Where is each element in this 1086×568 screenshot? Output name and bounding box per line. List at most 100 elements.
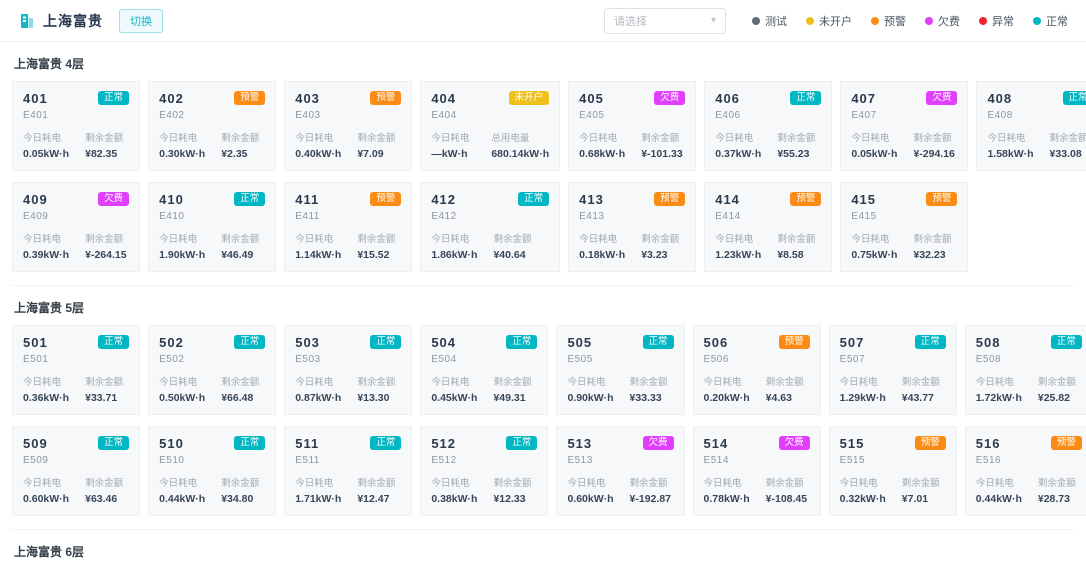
metric-label: 剩余金额 xyxy=(777,133,816,144)
meter-id: E506 xyxy=(703,354,729,365)
metric: 今日耗电 0.75kW·h xyxy=(851,231,897,261)
room-card[interactable]: 402 预警 E402 今日耗电 0.30kW·h 剩余金额 ¥2.35 xyxy=(148,81,277,171)
metric-label: 今日耗电 xyxy=(295,133,334,144)
metric: 今日耗电 0.60kW·h xyxy=(567,475,613,505)
filter-select[interactable]: 请选择 ▾ xyxy=(604,7,726,34)
metric-value: ¥12.47 xyxy=(357,493,390,505)
metric: 剩余金额 ¥25.82 xyxy=(1038,374,1082,404)
meter-id: E514 xyxy=(703,455,729,466)
room-number: 408 xyxy=(987,91,1013,106)
room-number: 512 xyxy=(431,436,457,451)
metric: 剩余金额 ¥-108.45 xyxy=(766,475,810,505)
metric-label: 剩余金额 xyxy=(357,377,396,388)
room-card[interactable]: 409 欠费 E409 今日耗电 0.39kW·h 剩余金额 ¥-264.15 xyxy=(12,182,141,272)
room-number: 406 xyxy=(715,91,740,106)
metric-value: 0.36kW·h xyxy=(23,392,70,404)
metric: 剩余金额 ¥33.33 xyxy=(630,374,674,404)
legend-label: 欠费 xyxy=(938,15,960,28)
room-card[interactable]: 403 预警 E403 今日耗电 0.40kW·h 剩余金额 ¥7.09 xyxy=(284,81,413,171)
header-bar: 上海富贵 切换 请选择 ▾ 测试 未开户 预警 欠费 异常 正常 xyxy=(0,0,1086,42)
room-card[interactable]: 507 正常 E507 今日耗电 1.29kW·h 剩余金额 ¥43.77 xyxy=(828,325,957,415)
status-badge: 欠费 xyxy=(98,192,130,207)
status-badge: 正常 xyxy=(98,91,130,106)
room-card[interactable]: 512 正常 E512 今日耗电 0.38kW·h 剩余金额 ¥12.33 xyxy=(420,426,549,516)
metric: 剩余金额 ¥46.49 xyxy=(221,231,265,261)
room-number: 501 xyxy=(23,335,48,350)
metric: 剩余金额 ¥12.33 xyxy=(493,475,537,505)
legend-label: 预警 xyxy=(884,15,906,28)
room-card[interactable]: 407 欠费 E407 今日耗电 0.05kW·h 剩余金额 ¥-294.16 xyxy=(840,81,969,171)
meter-id: E501 xyxy=(23,354,49,365)
room-card[interactable]: 504 正常 E504 今日耗电 0.45kW·h 剩余金额 ¥49.31 xyxy=(420,325,549,415)
metric-value: 0.60kW·h xyxy=(567,493,614,505)
room-card[interactable]: 503 正常 E503 今日耗电 0.87kW·h 剩余金额 ¥13.30 xyxy=(284,325,413,415)
metric-label: 今日耗电 xyxy=(431,234,470,245)
metric-label: 剩余金额 xyxy=(85,234,124,245)
metric-value: ¥33.08 xyxy=(1049,148,1082,160)
room-card[interactable]: 505 正常 E505 今日耗电 0.90kW·h 剩余金额 ¥33.33 xyxy=(556,325,685,415)
room-card[interactable]: 513 欠费 E513 今日耗电 0.60kW·h 剩余金额 ¥-192.87 xyxy=(556,426,685,516)
status-badge: 正常 xyxy=(98,436,130,451)
metric-label: 剩余金额 xyxy=(1049,133,1086,144)
metric-label: 今日耗电 xyxy=(159,133,198,144)
room-number: 502 xyxy=(159,335,184,350)
room-card[interactable]: 515 预警 E515 今日耗电 0.32kW·h 剩余金额 ¥7.01 xyxy=(828,426,957,516)
room-card[interactable]: 516 预警 E516 今日耗电 0.44kW·h 剩余金额 ¥28.73 xyxy=(964,426,1086,516)
legend-item: 正常 xyxy=(1033,13,1068,29)
metric-label: 今日耗电 xyxy=(23,234,62,245)
room-card[interactable]: 506 预警 E506 今日耗电 0.20kW·h 剩余金额 ¥4.63 xyxy=(692,325,821,415)
meter-id: E405 xyxy=(579,110,605,121)
room-card[interactable]: 408 正常 E408 今日耗电 1.58kW·h 剩余金额 ¥33.08 xyxy=(976,81,1086,171)
metric-value: 0.32kW·h xyxy=(839,493,886,505)
metric: 今日耗电 0.32kW·h xyxy=(840,475,886,505)
room-number: 412 xyxy=(431,192,457,207)
metric: 今日耗电 0.44kW·h xyxy=(159,475,205,505)
metric-label: 剩余金额 xyxy=(357,234,396,245)
metric-label: 剩余金额 xyxy=(1037,478,1076,489)
metric-value: —kW·h xyxy=(431,148,468,160)
room-number: 509 xyxy=(23,436,48,451)
floor-section: 上海富贵 5层 501 正常 E501 今日耗电 0.36kW·h 剩余金额 ¥… xyxy=(12,285,1086,516)
metric-label: 今日耗电 xyxy=(851,234,890,245)
metric: 今日耗电 1.58kW·h xyxy=(987,130,1033,160)
switch-button[interactable]: 切换 xyxy=(119,8,163,33)
floor-section: 上海富贵 4层 401 正常 E401 今日耗电 0.05kW·h 剩余金额 ¥… xyxy=(12,42,1086,272)
room-card[interactable]: 406 正常 E406 今日耗电 0.37kW·h 剩余金额 ¥55.23 xyxy=(704,81,833,171)
metric-value: 0.44kW·h xyxy=(159,493,206,505)
metric-value: 0.20kW·h xyxy=(703,392,750,404)
status-legend: 测试 未开户 预警 欠费 异常 正常 xyxy=(752,13,1068,29)
room-card[interactable]: 514 欠费 E514 今日耗电 0.78kW·h 剩余金额 ¥-108.45 xyxy=(692,426,821,516)
room-card[interactable]: 414 预警 E414 今日耗电 1.23kW·h 剩余金额 ¥8.58 xyxy=(704,182,833,272)
room-card[interactable]: 415 预警 E415 今日耗电 0.75kW·h 剩余金额 ¥32.23 xyxy=(840,182,969,272)
metric-value: 1.71kW·h xyxy=(295,493,342,505)
metric: 今日耗电 0.68kW·h xyxy=(579,130,625,160)
room-card[interactable]: 502 正常 E502 今日耗电 0.50kW·h 剩余金额 ¥66.48 xyxy=(148,325,277,415)
metric-label: 剩余金额 xyxy=(777,234,816,245)
room-card[interactable]: 405 欠费 E405 今日耗电 0.68kW·h 剩余金额 ¥-101.33 xyxy=(568,81,697,171)
metric-value: ¥-101.33 xyxy=(641,148,683,160)
legend-dot-icon xyxy=(752,16,760,25)
room-number: 506 xyxy=(703,335,729,350)
metric-label: 剩余金额 xyxy=(901,377,940,388)
metric-label: 剩余金额 xyxy=(221,133,260,144)
room-card[interactable]: 511 正常 E511 今日耗电 1.71kW·h 剩余金额 ¥12.47 xyxy=(284,426,413,516)
room-card[interactable]: 412 正常 E412 今日耗电 1.86kW·h 剩余金额 ¥40.64 xyxy=(420,182,561,272)
metric-label: 剩余金额 xyxy=(641,234,680,245)
room-card[interactable]: 410 正常 E410 今日耗电 1.90kW·h 剩余金额 ¥46.49 xyxy=(148,182,277,272)
room-card[interactable]: 411 预警 E411 今日耗电 1.14kW·h 剩余金额 ¥15.52 xyxy=(284,182,413,272)
room-card[interactable]: 510 正常 E510 今日耗电 0.44kW·h 剩余金额 ¥34.80 xyxy=(148,426,277,516)
legend-item: 预警 xyxy=(871,13,906,29)
room-card[interactable]: 509 正常 E509 今日耗电 0.60kW·h 剩余金额 ¥63.46 xyxy=(12,426,141,516)
room-card[interactable]: 501 正常 E501 今日耗电 0.36kW·h 剩余金额 ¥33.71 xyxy=(12,325,141,415)
meter-id: E401 xyxy=(23,110,49,121)
metric-label: 剩余金额 xyxy=(357,478,396,489)
section-title: 上海富贵 5层 xyxy=(14,301,85,315)
metric: 剩余金额 ¥13.30 xyxy=(357,374,401,404)
floor-section: 上海富贵 6层 601 正常 E601 今日耗电 0.88kW·h 剩余金额 ¥… xyxy=(12,529,1074,568)
legend-dot-icon xyxy=(871,16,879,25)
room-card[interactable]: 404 未开户 E404 今日耗电 —kW·h 总用电量 680.14kW·h xyxy=(420,81,561,171)
metric-value: ¥8.58 xyxy=(777,249,804,261)
room-card[interactable]: 401 正常 E401 今日耗电 0.05kW·h 剩余金额 ¥82.35 xyxy=(12,81,141,171)
room-card[interactable]: 508 正常 E508 今日耗电 1.72kW·h 剩余金额 ¥25.82 xyxy=(964,325,1086,415)
room-card[interactable]: 413 预警 E413 今日耗电 0.18kW·h 剩余金额 ¥3.23 xyxy=(568,182,697,272)
